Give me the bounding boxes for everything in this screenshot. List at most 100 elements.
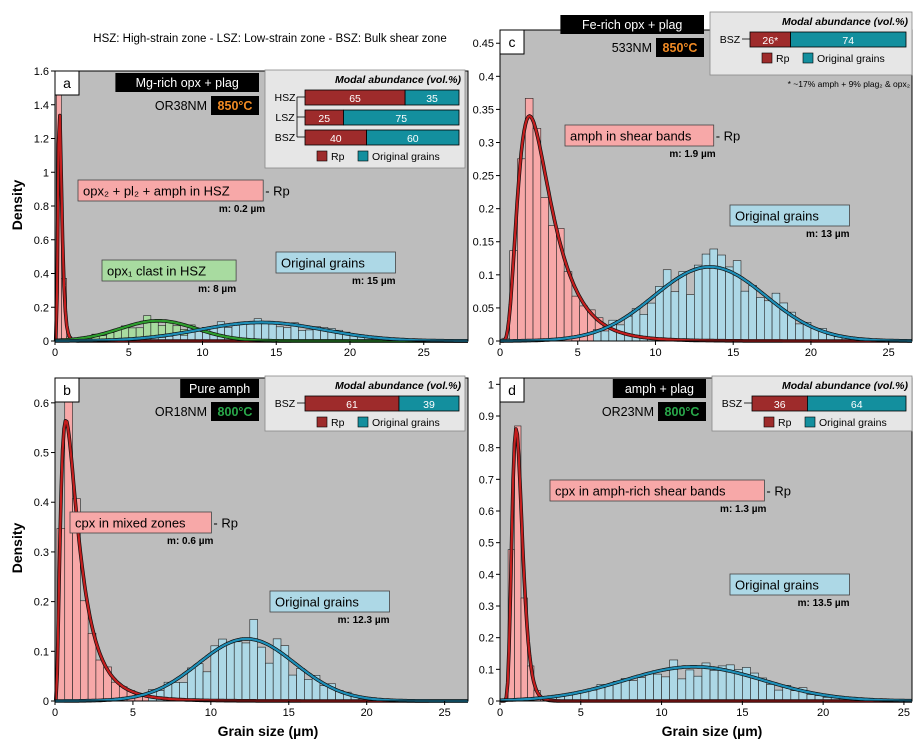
series-label-box-d-orig [729, 573, 850, 596]
histogram-bar-d-orig [628, 680, 638, 702]
x-tick-label-c: 25 [883, 347, 895, 359]
series-suffix-d-rp: - Rp [766, 484, 791, 499]
y-axis-label-bottom: Density [9, 523, 25, 574]
x-tick-label-c: 15 [727, 347, 739, 359]
temp-box-a [211, 96, 259, 115]
histogram-bar-c-orig [686, 294, 695, 342]
panel-title-box-b [180, 379, 259, 398]
y-tick-label-d: 0.7 [479, 474, 494, 486]
x-tick-label-a: 20 [344, 347, 356, 359]
panel-title-box-d [612, 379, 706, 398]
series-label-c-rp: amph in shear bands [570, 129, 692, 144]
histogram-bar-c-rp [540, 197, 549, 342]
modal-footnote-c: * ~17% amph + 9% plag₂ & opx₂ [788, 79, 910, 89]
histogram-bar-d-orig [637, 677, 646, 702]
histogram-bar-b-orig [288, 674, 297, 702]
temp-box-b [211, 402, 259, 421]
y-tick-label-c: 0.15 [473, 237, 494, 249]
panel-letter-box-c [499, 29, 525, 55]
series-label-b-rp: cpx in mixed zones [75, 516, 186, 531]
fit-curve-d-orig [500, 665, 913, 702]
abbreviation-note: HSZ: High-strain zone - LSZ: Low-strain … [93, 33, 446, 45]
modal-zone-a: LSZ [275, 112, 295, 124]
panel-letter-d: d [508, 382, 516, 398]
histogram-bar-c-orig [764, 300, 773, 342]
panel-letter-box-a [54, 70, 80, 96]
temperature-c: 850°C [663, 41, 698, 55]
histogram-bar-b-orig [296, 668, 305, 702]
modal-value-rp-a: 65 [349, 93, 361, 105]
x-tick-label-c: 10 [649, 347, 661, 359]
histogram-bar-c-rp [563, 271, 573, 342]
y-tick-label-a: 0.4 [34, 269, 49, 281]
y-tick-label-c: 0.4 [479, 71, 494, 83]
sample-id-d: OR23NM [602, 405, 654, 419]
y-tick-label-d: 0.6 [479, 506, 494, 518]
x-tick-label-a: 15 [270, 347, 282, 359]
plot-frame-b [54, 377, 469, 702]
modal-value-orig-c: 74 [842, 35, 854, 47]
y-tick-label-b: 0.1 [34, 646, 49, 658]
y-tick-label-c: 0.45 [473, 38, 494, 50]
histogram-bar-c-rp [524, 98, 534, 342]
legend-label-orig-c: Original grains [817, 53, 885, 65]
series-median-a-rp: m: 0.2 µm [219, 204, 265, 215]
y-tick-label-a: 1 [43, 167, 49, 179]
series-label-a-clast: opx₁ clast in HSZ [107, 264, 206, 279]
histogram-bar-c-orig [756, 297, 765, 342]
y-tick-label-b: 0.3 [34, 547, 49, 559]
temperature-a: 850°C [218, 99, 253, 113]
legend-swatch-orig-c [802, 52, 814, 64]
series-median-d-rp: m: 1.3 µm [720, 504, 766, 515]
temp-box-d [658, 402, 706, 421]
series-label-box-c-orig [729, 204, 850, 227]
series-label-box-d-rp [549, 479, 765, 502]
y-tick-label-c: 0.25 [473, 171, 494, 183]
y-tick-label-d: 1 [488, 379, 494, 391]
histogram-bar-d-orig [742, 667, 751, 702]
modal-zone-b: BSZ [275, 398, 296, 410]
y-tick-label-a: 0.2 [34, 302, 49, 314]
y-tick-label-a: 0.8 [34, 201, 49, 213]
y-tick-label-b: 0.4 [34, 497, 49, 509]
series-label-box-b-orig [269, 590, 390, 613]
histogram-bar-d-orig [766, 684, 775, 702]
panel-title-box-a [115, 73, 260, 92]
histogram-bar-d-orig [693, 675, 703, 702]
x-axis-label-right: Grain size (µm) [662, 723, 763, 739]
series-label-a-orig: Original grains [281, 256, 365, 271]
x-tick-label-c: 0 [497, 347, 503, 359]
modal-value-rp-a: 25 [318, 113, 330, 125]
histogram-bar-c-orig [795, 323, 804, 342]
y-tick-label-c: 0.35 [473, 104, 494, 116]
x-tick-label-b: 25 [438, 707, 450, 719]
modal-value-orig-a: 35 [426, 93, 438, 105]
series-median-a-clast: m: 8 µm [198, 284, 236, 295]
histogram-bar-c-orig [748, 285, 757, 342]
x-tick-label-c: 5 [575, 347, 581, 359]
histogram-bar-b-orig [194, 663, 204, 702]
x-tick-label-b: 10 [205, 707, 217, 719]
panel-title-d: amph + plag [625, 382, 694, 396]
series-suffix-c-rp: - Rp [716, 129, 741, 144]
panel-title-c: Fe-rich opx + plag [582, 18, 682, 32]
legend-swatch-rp-a [316, 150, 328, 162]
histogram-bar-d-orig [645, 672, 654, 702]
y-tick-label-c: 0.05 [473, 303, 494, 315]
series-label-d-rp: cpx in amph-rich shear bands [555, 484, 726, 499]
x-tick-label-a: 10 [196, 347, 208, 359]
modal-title-c: Modal abundance (vol.%) [782, 16, 909, 28]
panel-a: 0 5 10 15 20 25 0 0.2 0.4 0.6 0.8 1 1.2 1.4 1.6 a Mg-ric… [34, 66, 469, 359]
sample-id-c: 533NM [612, 41, 652, 55]
histogram-bar-d-orig [604, 684, 614, 702]
histogram-bar-d-orig [685, 669, 695, 702]
sample-id-b: OR18NM [155, 405, 207, 419]
y-tick-label-a: 1.6 [34, 66, 49, 78]
modal-bar-orig-a [343, 109, 460, 126]
modal-value-rp-c: 26* [762, 35, 778, 47]
histogram-bar-c-orig [740, 290, 750, 342]
modal-bar-orig-c [790, 31, 907, 48]
panel-title-box-c [560, 15, 704, 34]
histogram-bar-c-rp [532, 128, 542, 342]
y-tick-label-d: 0.1 [479, 664, 494, 676]
